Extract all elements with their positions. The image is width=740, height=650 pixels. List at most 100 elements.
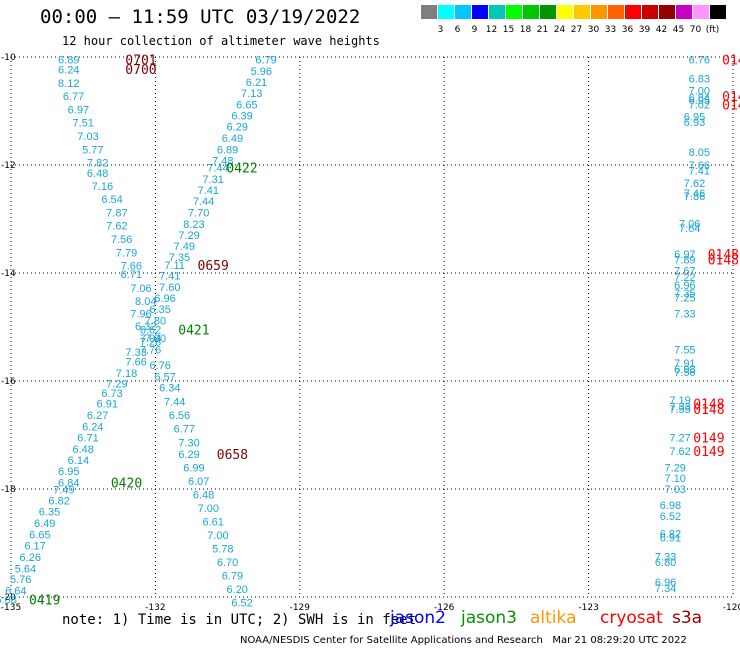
pass-label: 0419 (29, 594, 60, 609)
swh-data-point: 6.84 (58, 478, 79, 490)
swh-data-point: 6.49 (34, 518, 55, 530)
swh-data-point: 6.91 (660, 533, 681, 545)
swh-data-point: 7.49 (53, 485, 74, 497)
swh-data-point: 6.71 (121, 269, 142, 281)
pass-label: 0149 (693, 445, 724, 460)
swh-data-point: 6.48 (87, 168, 108, 180)
swh-data-point: 7.66 (125, 357, 146, 369)
scale-swatch (676, 5, 692, 19)
pass-label: 0147 (722, 54, 740, 69)
scale-swatch (455, 5, 471, 19)
swh-data-point: 7.80 (145, 316, 166, 328)
swh-data-point: 8.05 (689, 147, 710, 159)
pass-label: 0149 (693, 432, 724, 447)
scale-label: 39 (638, 25, 651, 35)
pass-label: 0658 (217, 448, 248, 463)
x-tick-label: -126 (434, 603, 455, 613)
swh-data-point: 7.60 (159, 282, 180, 294)
swh-data-point: 7.00 (198, 503, 219, 515)
swh-data-point: 6.29 (178, 449, 199, 461)
swh-data-point: 7.33 (655, 552, 676, 564)
swh-data-point: 6.96 (154, 293, 175, 305)
swh-data-point: 7.87 (106, 208, 127, 220)
scale-swatch (710, 5, 726, 19)
swh-data-point: 6.96 (674, 280, 695, 292)
swh-data-point: 6.96 (655, 577, 676, 589)
swh-data-point: 6.14 (68, 455, 89, 467)
swh-data-point: 7.62 (669, 446, 690, 458)
swh-data-point: 6.70 (217, 557, 238, 569)
pass-label: 0148 (708, 248, 739, 263)
swh-data-point: 6.39 (231, 110, 252, 122)
pass-label: 0148 (708, 254, 739, 269)
scale-swatch (608, 5, 624, 19)
swh-data-point: 6.95 (689, 95, 710, 107)
swh-data-point: 7.29 (665, 462, 686, 474)
scale-label: 24 (553, 25, 566, 35)
swh-data-point: 5.96 (251, 66, 272, 78)
scale-swatch (625, 5, 641, 19)
swh-data-point: 6.80 (655, 557, 676, 569)
swh-data-point: 6.89 (217, 144, 238, 156)
swh-data-point: 5.76 (10, 574, 31, 586)
swh-data-point: 7.18 (116, 368, 137, 380)
swh-data-point: 6.48 (72, 444, 93, 456)
swh-data-point: 6.89 (58, 55, 79, 67)
swh-data-point: 7.33 (125, 347, 146, 359)
swh-data-point: 6.97 (68, 104, 89, 116)
scale-swatch (642, 5, 658, 19)
pass-label: 0700 (125, 63, 156, 78)
scale-swatch (421, 5, 437, 19)
swh-data-point: 6.65 (236, 100, 257, 112)
scale-swatch (574, 5, 590, 19)
scale-swatch (557, 5, 573, 19)
scale-swatch (659, 5, 675, 19)
swh-data-point: 7.66 (689, 160, 710, 172)
swh-data-point: 6.76 (689, 55, 710, 67)
swh-data-point: 6.84 (689, 93, 710, 105)
x-tick-label: -123 (578, 603, 598, 613)
scale-swatch (540, 5, 556, 19)
swh-data-point: 6.64 (5, 586, 26, 598)
y-tick-label: -18 (1, 485, 16, 495)
legend-jason3: jason3 (461, 608, 517, 628)
swh-data-point: 7.03 (77, 131, 98, 143)
swh-data-point: 7.86 (684, 191, 705, 203)
pass-label: 0659 (198, 259, 229, 274)
scale-label: 70 (689, 25, 702, 35)
swh-data-point: 7.31 (202, 174, 223, 186)
swh-data-point: 7.04 (140, 333, 161, 345)
swh-data-point: 7.10 (665, 473, 686, 485)
swh-data-point: 7.25 (674, 292, 695, 304)
swh-data-point: 7.16 (92, 181, 113, 193)
y-tick-label: -14 (1, 269, 16, 279)
swh-data-point: 6.79 (255, 55, 276, 67)
swh-data-point: 6.52 (660, 511, 681, 523)
swh-data-point: 6.48 (193, 489, 214, 501)
swh-data-point: 6.76 (150, 360, 171, 372)
scale-swatch (591, 5, 607, 19)
swh-data-point: 7.02 (689, 100, 710, 112)
chart-subtitle: 12 hour collection of altimeter wave hei… (62, 34, 380, 48)
swh-data-point: 7.48 (212, 156, 233, 168)
swh-data-point: 7.34 (655, 583, 676, 595)
swh-data-point: 6.32 (135, 321, 156, 333)
swh-data-point: 7.62 (106, 220, 127, 232)
scale-label: 3 (437, 25, 444, 35)
swh-data-point: 6.52 (231, 597, 252, 609)
swh-data-point: 6.26 (20, 552, 41, 564)
swh-data-point: 7.41 (689, 165, 710, 177)
pass-label: 0148 (693, 403, 724, 418)
scale-label: 33 (604, 25, 617, 35)
x-tick-label: -132 (145, 603, 165, 613)
swh-data-point: 7.67 (674, 265, 695, 277)
swh-data-point: 7.56 (674, 367, 695, 379)
swh-data-point: 7.35 (674, 288, 695, 300)
scale-label: 42 (655, 25, 668, 35)
chart-title: 00:00 – 11:59 UTC 03/19/2022 (40, 6, 361, 28)
swh-data-point: 7.29 (106, 379, 127, 391)
footnote: note: 1) Time is in UTC; 2) SWH is in fe… (62, 612, 417, 628)
swh-data-point: 7.11 (164, 260, 185, 272)
swh-data-point: 7.44 (193, 196, 214, 208)
swh-data-point: 6.77 (174, 424, 195, 436)
